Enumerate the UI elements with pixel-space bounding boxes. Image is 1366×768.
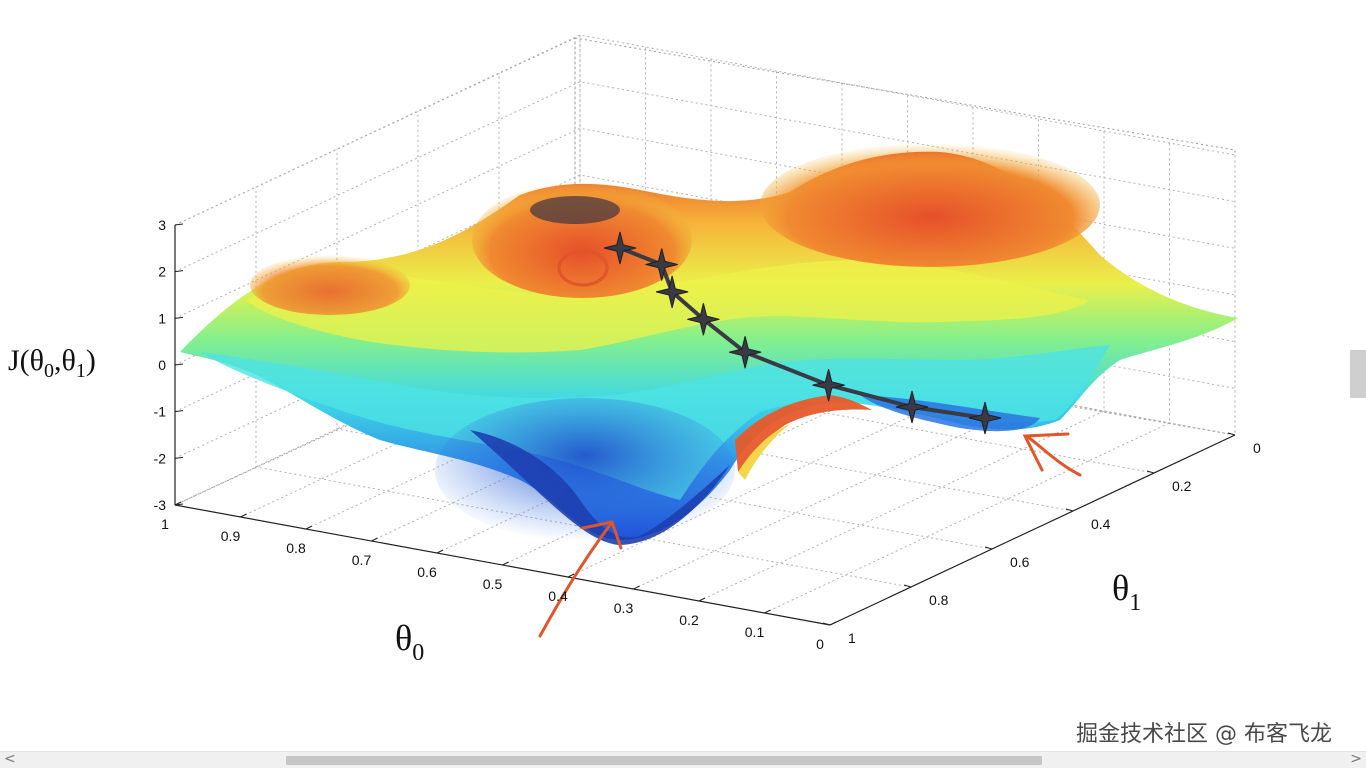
y-tick-mark	[1065, 508, 1074, 512]
z-ticks: 3 2 1 0 -1 -2 -3	[154, 217, 184, 513]
gradient-step-marker	[895, 390, 929, 424]
surface-valley-left	[435, 398, 735, 542]
axes-grid	[174, 37, 1236, 506]
y-tick-mark	[822, 622, 831, 626]
x-tick-label: 0.3	[614, 600, 634, 616]
y-tick-mark	[984, 546, 993, 550]
surface-peak-left	[250, 255, 410, 315]
gradient-step-marker	[687, 303, 720, 336]
cost-surface	[180, 143, 1238, 545]
x-tick-label: 0.4	[548, 588, 568, 604]
z-tick-mark	[174, 410, 184, 413]
x-tick-mark	[633, 585, 640, 590]
y-tick-label: 0.4	[1091, 516, 1111, 532]
z-tick-mark	[174, 223, 184, 226]
x-tick-mark	[240, 513, 247, 518]
annotation-circle	[557, 249, 609, 287]
surface-peak-right	[760, 143, 1100, 267]
x-tick-mark	[698, 597, 706, 602]
annotation-arrow-bottom	[538, 523, 612, 638]
surface-peak-top	[530, 196, 620, 224]
z-tick-label: 1	[158, 310, 166, 326]
z-tick-label: 0	[158, 357, 166, 373]
z-tick-label: 2	[158, 264, 166, 280]
x-tick-mark	[764, 609, 771, 614]
x-tick-mark	[174, 501, 182, 506]
annotations	[538, 249, 1082, 638]
y-tick-label: 0.2	[1172, 478, 1192, 494]
surface-fold-red	[735, 395, 872, 472]
grid-line-y	[255, 187, 912, 588]
gradient-step-marker	[812, 368, 845, 402]
z-axis-title: J(θ0,θ1)	[8, 344, 96, 382]
x-ticks: 1 0.9 0.8 0.7 0.6 0.5 0.4 0.3 0.2 0.1 0	[161, 501, 837, 652]
surface-peak-center	[472, 182, 692, 298]
y-axis-title: θ1	[1112, 568, 1141, 616]
x-tick-label: 0.2	[679, 612, 699, 628]
x-tick-label: 0.5	[483, 576, 503, 592]
y-tick-label: 0	[1253, 440, 1261, 456]
z-tick-label: -1	[154, 404, 167, 420]
y-tick-mark	[1227, 432, 1236, 436]
z-tick-mark	[174, 363, 184, 366]
x-tick-label: 0.1	[745, 624, 765, 640]
x-tick-label: 0	[816, 636, 824, 652]
z-tick-label: 3	[158, 217, 166, 233]
y-axis-line	[829, 434, 1236, 626]
gradient-step-marker	[645, 248, 678, 281]
x-tick-label: 0.7	[352, 552, 372, 568]
y-tick-label: 0.8	[929, 592, 949, 608]
x-tick-label: 0.9	[221, 528, 241, 544]
x-tick-mark	[371, 537, 378, 542]
horizontal-scrollbar-thumb[interactable]	[286, 756, 1042, 765]
z-tick-mark	[174, 456, 184, 459]
gradient-step-marker	[968, 401, 1002, 435]
grid-line-z	[174, 34, 1236, 226]
gradient-step-marker	[655, 275, 689, 309]
x-tick-label: 0.8	[286, 540, 306, 556]
gradient-step-marker	[728, 336, 762, 369]
annotation-arrow-bottom-head	[581, 520, 623, 550]
z-tick-label: -3	[154, 497, 167, 513]
scroll-right-arrow[interactable]: >	[1350, 751, 1362, 767]
y-tick-mark	[903, 584, 912, 588]
gradient-step-marker	[603, 231, 637, 265]
y-tick-label: 0.6	[1010, 554, 1030, 570]
surface-fold-yellow	[738, 424, 790, 480]
x-tick-mark	[567, 573, 575, 578]
horizontal-scrollbar[interactable]: < >	[0, 751, 1366, 768]
x-tick-mark	[305, 525, 313, 530]
x-tick-label: 0.6	[417, 564, 437, 580]
grid-line-y	[336, 149, 993, 550]
gradient-descent-path	[603, 231, 1002, 435]
surface-band-yellow	[245, 260, 1090, 353]
x-tick-mark	[436, 549, 444, 554]
x-axis-title: θ0	[395, 618, 424, 666]
y-tick-label: 1	[848, 630, 856, 646]
vertical-scrollbar-thumb[interactable]	[1350, 350, 1366, 398]
y-ticks: 0 0.2 0.4 0.6 0.8 1	[822, 432, 1261, 646]
x-tick-mark	[502, 561, 509, 566]
back-wall-right	[574, 37, 1236, 436]
x-tick-mark	[829, 621, 837, 626]
watermark-text: 掘金技术社区 @ 布客飞龙	[1076, 722, 1332, 747]
x-tick-label: 1	[161, 516, 169, 532]
y-tick-mark	[1146, 470, 1155, 474]
annotation-arrow-right-head	[1022, 432, 1070, 472]
z-tick-mark	[174, 270, 184, 273]
annotation-arrow-right	[1026, 435, 1082, 477]
surface-chart: 3 2 1 0 -1 -2 -3 1 0.9 0.8 0.7 0.6 0.5 0.4 0.3 0.2 0.1 0…	[8, 34, 1261, 666]
z-tick-label: -2	[154, 450, 167, 466]
z-tick-mark	[174, 316, 184, 319]
surface-valley-bottom	[470, 430, 730, 545]
scroll-left-arrow[interactable]: <	[4, 751, 16, 767]
